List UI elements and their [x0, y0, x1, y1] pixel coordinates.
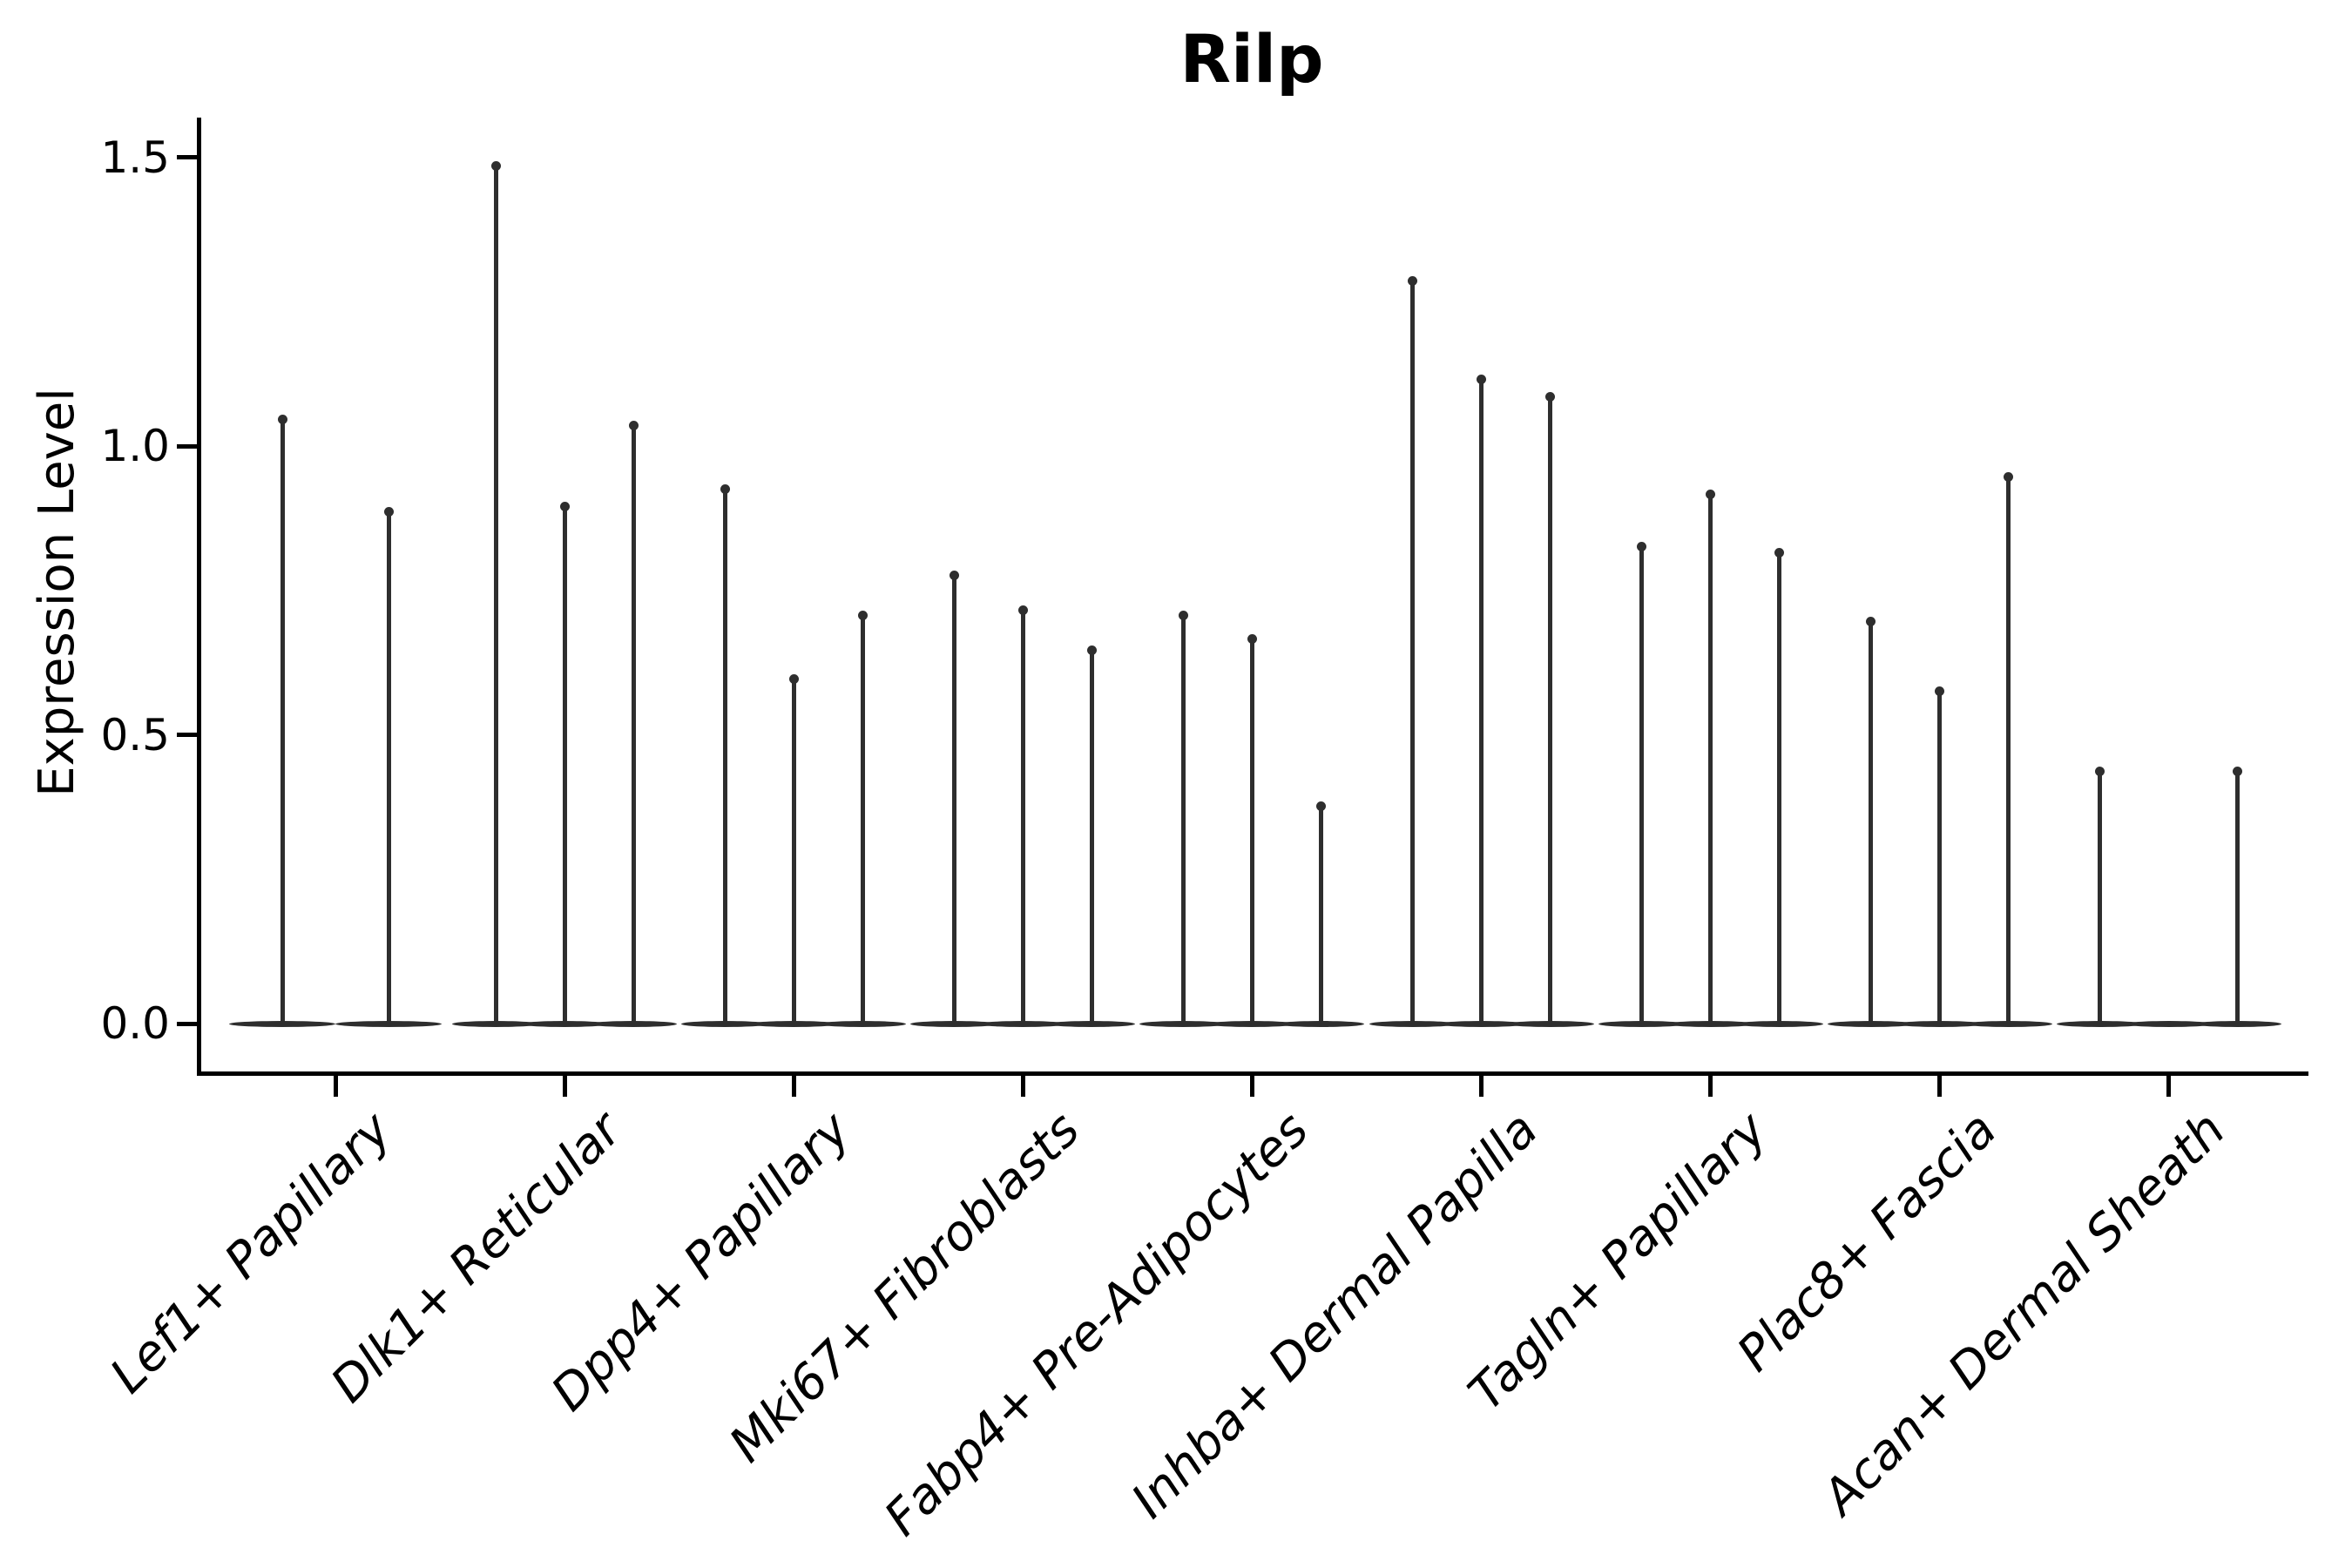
- violin-max-cap: [1477, 374, 1486, 384]
- y-tick-label: 0.0: [100, 998, 170, 1049]
- violin: [1774, 547, 1785, 1026]
- x-tick-label: Inhba+ Dermal Papilla: [1120, 1101, 1549, 1530]
- violin-max-cap: [383, 507, 394, 517]
- violin-max-cap: [559, 501, 570, 511]
- violin-max-cap: [1315, 801, 1326, 812]
- violin: [857, 611, 868, 1026]
- violin: [1477, 374, 1486, 1026]
- violin-max-cap: [857, 611, 868, 621]
- violin-max-cap: [1706, 490, 1716, 500]
- violin-max-cap: [2095, 767, 2105, 777]
- x-tick-mark: [1937, 1076, 1943, 1097]
- y-tick-mark: [177, 1021, 197, 1026]
- violin: [383, 507, 394, 1026]
- violin: [1545, 391, 1555, 1026]
- violin-max-cap: [1637, 541, 1647, 551]
- violin-max-cap: [788, 674, 799, 685]
- x-tick-mark: [562, 1076, 567, 1097]
- violin: [1935, 686, 1945, 1026]
- x-tick-label: Acan+ Dermal Sheath: [1812, 1101, 2237, 1526]
- y-tick-label: 1.5: [100, 132, 170, 183]
- violin: [2004, 472, 2014, 1026]
- violin: [2233, 767, 2243, 1026]
- violin-max-cap: [1935, 686, 1945, 696]
- violin: [949, 571, 959, 1026]
- violin-max-cap: [1247, 633, 1257, 644]
- violin-max-cap: [1774, 547, 1785, 558]
- violin: [277, 415, 287, 1026]
- violin: [559, 501, 570, 1026]
- violin: [1866, 617, 1876, 1026]
- x-tick-mark: [791, 1076, 796, 1097]
- violin-max-cap: [2233, 767, 2243, 777]
- y-axis-spine: [197, 118, 201, 1076]
- violin-max-cap: [277, 415, 287, 425]
- x-axis-spine: [197, 1071, 2308, 1076]
- x-tick-mark: [333, 1076, 338, 1097]
- violin: [1017, 605, 1028, 1026]
- violin-max-cap: [720, 483, 730, 494]
- violin-max-cap: [490, 160, 501, 171]
- violin-max-cap: [1545, 391, 1555, 402]
- violin: [1706, 490, 1716, 1026]
- y-tick-mark: [177, 733, 197, 738]
- violin: [1408, 276, 1417, 1026]
- violin: [628, 420, 639, 1026]
- violin: [1178, 611, 1188, 1026]
- violin-max-cap: [1178, 611, 1188, 621]
- violin: [720, 483, 730, 1026]
- violin-max-cap: [949, 571, 959, 581]
- violin: [1086, 645, 1097, 1026]
- violin-max-cap: [628, 420, 639, 430]
- y-tick-label: 1.0: [100, 421, 170, 472]
- x-tick-mark: [1249, 1076, 1254, 1097]
- x-tick-label: Fabp4+ Pre-Adipocytes: [874, 1101, 1320, 1547]
- violin-max-cap: [1086, 645, 1097, 656]
- violin: [788, 674, 799, 1026]
- y-tick-mark: [177, 155, 197, 160]
- violin: [490, 160, 501, 1026]
- y-tick-mark: [177, 443, 197, 449]
- violin: [1247, 633, 1257, 1026]
- violin-max-cap: [1408, 276, 1417, 287]
- violin: [1637, 541, 1647, 1026]
- violin-max-cap: [2004, 472, 2014, 483]
- plot-title: Rilp: [1179, 20, 1324, 98]
- y-tick-label: 0.5: [100, 709, 170, 760]
- violin: [1315, 801, 1326, 1026]
- x-tick-mark: [1708, 1076, 1713, 1097]
- x-tick-mark: [1479, 1076, 1484, 1097]
- violin-base: [2125, 1020, 2213, 1027]
- x-tick-mark: [1020, 1076, 1025, 1097]
- x-tick-mark: [2166, 1076, 2172, 1097]
- violin-max-cap: [1866, 617, 1876, 627]
- violin: [2095, 767, 2105, 1026]
- violin-max-cap: [1017, 605, 1028, 615]
